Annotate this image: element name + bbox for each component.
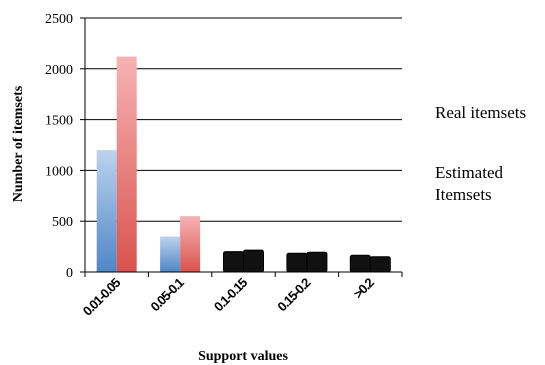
y-tick-label: 500: [52, 215, 73, 230]
x-tick-label: 0.01-0.05: [80, 275, 124, 319]
x-tick-label: 0.1-0.15: [211, 275, 250, 314]
y-tick-label: 1500: [45, 114, 73, 129]
y-tick-label: 2000: [45, 63, 73, 78]
x-axis-title: Support values: [198, 349, 288, 364]
x-tick-labels: 0.01-0.05 0.05-0.1 0.1-0.15 0.15-0.2 >0.2: [80, 275, 377, 319]
y-tick-labels: 0 500 1000 1500 2000 2500: [45, 12, 85, 281]
legend: Real itemsets Estimated Itemsets: [435, 103, 526, 204]
bar-real-0: [116, 56, 137, 272]
bar-real-2: [243, 249, 264, 273]
x-tick-label: 0.05-0.1: [148, 275, 187, 314]
x-tick-label: >0.2: [350, 275, 376, 301]
bar-estimated-1: [160, 236, 181, 272]
legend-label: Real itemsets: [435, 103, 526, 122]
bar-estimated-2: [223, 251, 244, 273]
bar-estimated-0: [96, 150, 117, 272]
bar-estimated-3: [286, 252, 308, 273]
bar-real-3: [306, 251, 328, 273]
y-tick-label: 1000: [45, 164, 73, 179]
axes: [84, 18, 403, 277]
bar-real-4: [369, 256, 391, 273]
y-tick-label: 0: [66, 266, 73, 281]
bar-real-1: [180, 216, 201, 272]
bars-group: [96, 56, 391, 273]
legend-label: Estimated Itemsets: [435, 163, 503, 204]
x-tick-label: 0.15-0.2: [274, 275, 313, 314]
y-tick-label: 2500: [45, 12, 73, 27]
bar-estimated-4: [349, 254, 371, 273]
y-axis-title: Number of itemsets: [11, 85, 26, 202]
